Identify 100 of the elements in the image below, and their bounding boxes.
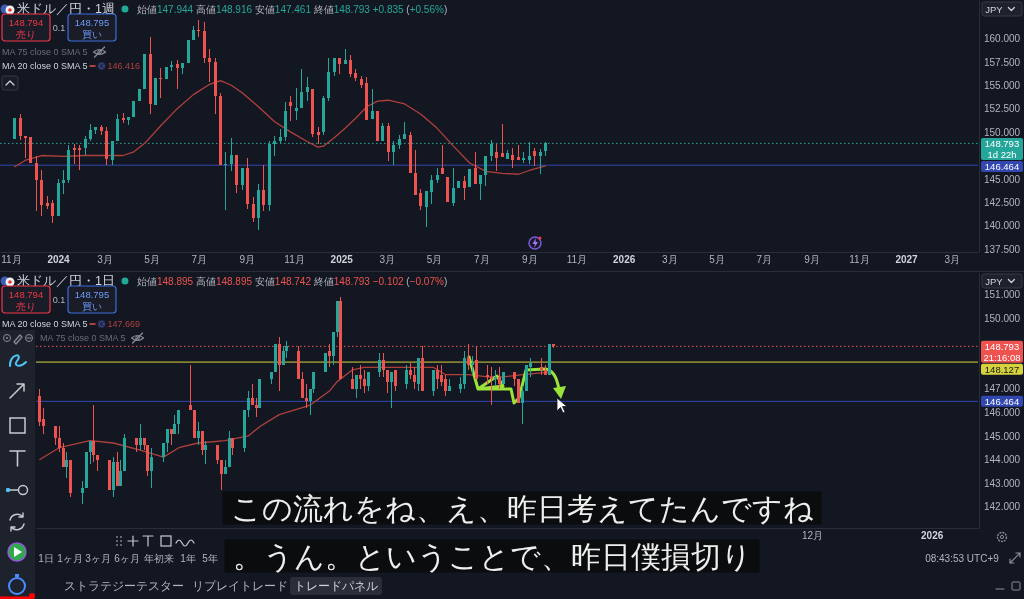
candlestick — [548, 343, 551, 375]
candlestick — [173, 414, 176, 434]
y-tick-label: 155.000 — [984, 79, 1021, 91]
text: 始値148.895 高値148.895 安値148.742 終値148.793 −0.102 (−0.07%) — [136, 275, 448, 287]
candlestick — [295, 88, 298, 120]
legend-label: MA 20 close 0 SMA 5 — [2, 319, 88, 329]
candlestick — [219, 92, 222, 165]
candlestick — [386, 369, 389, 394]
candlestick — [414, 149, 417, 195]
candlestick — [116, 452, 119, 486]
candlestick — [305, 383, 308, 408]
y-tick-label: 146.000 — [984, 407, 1021, 419]
candlestick — [96, 454, 99, 472]
candlestick — [54, 426, 57, 446]
candlestick — [116, 114, 119, 142]
candlestick — [138, 89, 141, 102]
x-tick-label: 9月 — [521, 254, 538, 266]
candlestick — [363, 369, 366, 394]
text: JPY — [985, 275, 1004, 287]
candlestick — [533, 148, 536, 166]
candlestick — [208, 48, 211, 82]
candlestick — [150, 447, 153, 488]
candlestick — [336, 301, 339, 337]
x-tick-label: 3月 — [662, 254, 678, 266]
candlestick — [417, 358, 420, 392]
x-tick-label: 12月 — [801, 530, 824, 542]
candlestick — [436, 167, 439, 183]
candlestick — [371, 89, 374, 119]
x-tick-label: 5月 — [144, 254, 160, 266]
candlestick — [251, 383, 254, 406]
candlestick — [257, 183, 260, 230]
candlestick — [486, 365, 489, 384]
candlestick — [452, 167, 455, 207]
candlestick — [405, 365, 408, 389]
candlestick — [517, 379, 520, 403]
legend-label: MA 20 close 0 SMA 5 — [2, 61, 88, 71]
candlestick — [479, 175, 482, 201]
candlestick — [197, 421, 200, 446]
y-tick-label: 143.000 — [984, 477, 1021, 489]
text: 年初来 — [144, 552, 174, 564]
y-tick-label: 142.500 — [984, 197, 1021, 209]
candlestick — [81, 480, 84, 505]
candlestick — [436, 365, 439, 389]
candlestick — [255, 398, 258, 418]
candlestick — [176, 59, 179, 89]
candlestick — [13, 118, 16, 139]
candlestick — [24, 135, 27, 159]
text: リプレイトレード — [192, 579, 288, 592]
candlestick — [92, 405, 95, 462]
candlestick — [498, 367, 501, 389]
y-tick-label: 140.000 — [984, 220, 1021, 232]
candlestick — [177, 409, 180, 434]
y-tick-label: 151.000 — [984, 288, 1021, 300]
candlestick — [360, 75, 363, 89]
text: 1日 — [38, 552, 54, 564]
candlestick — [252, 196, 255, 223]
y-tick-label: 142.000 — [984, 501, 1021, 513]
candlestick — [220, 459, 223, 491]
candlestick — [112, 457, 115, 498]
text: トレードパネル — [294, 580, 378, 592]
candlestick — [231, 438, 234, 455]
annotation: 148.795 — [74, 288, 110, 300]
candlestick — [187, 40, 190, 63]
candlestick — [159, 68, 162, 99]
x-tick-label: 11月 — [1, 254, 22, 266]
candlestick — [247, 391, 250, 418]
y-tick-label: 160.000 — [984, 33, 1021, 45]
x-tick-label: 3月 — [379, 254, 396, 266]
candlestick — [203, 22, 206, 63]
candlestick — [490, 367, 493, 406]
candlestick — [446, 177, 449, 203]
annotation: 0.1 — [52, 23, 66, 33]
candlestick — [201, 431, 204, 455]
x-tick-label: 2025 — [330, 254, 354, 266]
candlestick — [511, 148, 514, 168]
candlestick — [432, 369, 435, 396]
candlestick — [468, 168, 471, 188]
candlestick — [322, 95, 325, 135]
annotation: MA 75 close 0 SMA 5 — [40, 333, 126, 343]
candlestick — [181, 62, 184, 75]
candlestick — [539, 148, 542, 175]
text: 5年 — [202, 552, 218, 564]
candlestick — [89, 123, 92, 142]
candlestick — [317, 127, 320, 145]
candlestick — [35, 156, 38, 211]
candlestick — [441, 145, 444, 175]
candlestick — [300, 69, 303, 108]
candlestick — [154, 77, 157, 105]
y-tick-label: 157.500 — [984, 56, 1021, 68]
candlestick — [471, 355, 474, 375]
candlestick — [419, 189, 422, 210]
candlestick — [355, 374, 358, 399]
x-tick-label: 9月 — [804, 254, 820, 266]
candlestick — [94, 127, 97, 134]
text: 08:43:53 UTC+9 — [925, 552, 1000, 564]
candlestick — [463, 176, 466, 200]
candlestick — [382, 353, 385, 377]
candlestick — [540, 358, 543, 375]
candlestick — [123, 433, 126, 472]
candlestick — [78, 145, 81, 170]
